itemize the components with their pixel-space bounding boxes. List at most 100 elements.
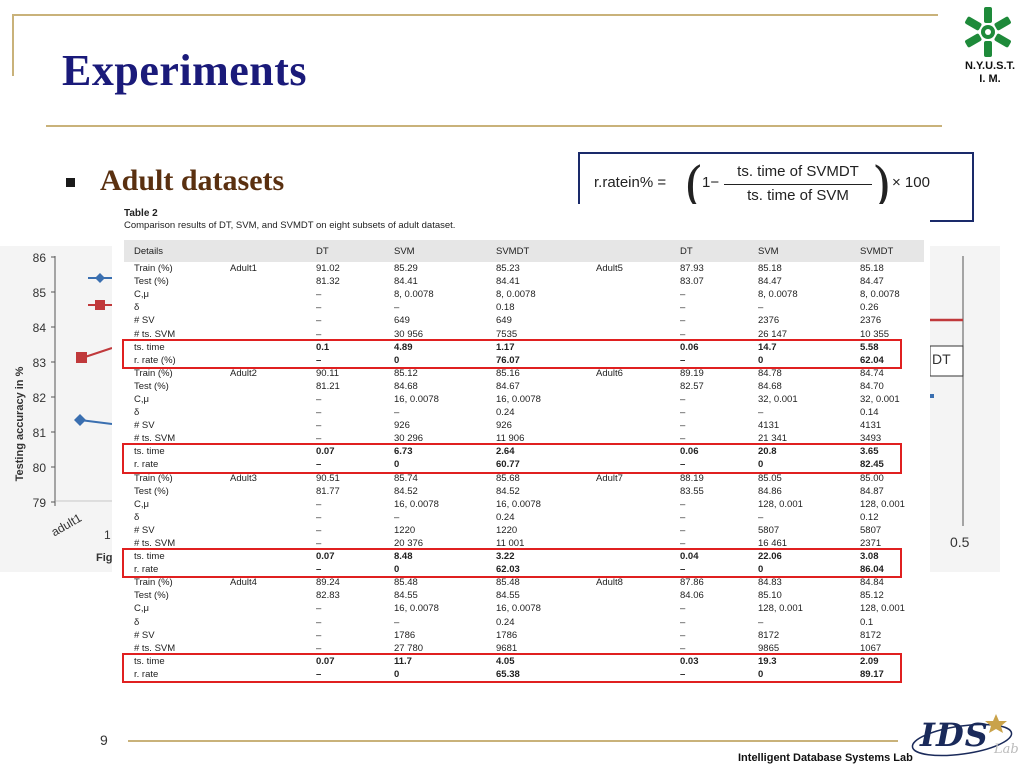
table-cell — [586, 406, 670, 419]
table-cell — [220, 524, 306, 537]
table-cell: 5807 — [758, 524, 780, 536]
table-row: r. rate – 0 65.38 – 0 89.17 — [124, 668, 924, 681]
table-cell — [220, 511, 306, 524]
table-row: Test (%) 82.83 84.55 84.55 84.06 85.10 85.12 — [124, 589, 924, 602]
formula-one: 1− — [702, 174, 720, 191]
slide-title: Experiments — [62, 46, 308, 95]
table-cell: 85.23 — [496, 263, 520, 275]
table-row: C,μ – 16, 0.0078 16, 0.0078 – 128, 0.001 128, … — [124, 602, 924, 615]
table-cell: 76.07 — [496, 354, 520, 366]
table-cell: 84.55 — [394, 590, 418, 602]
table-cell — [220, 301, 306, 314]
table-cell: 82.57 — [680, 380, 704, 392]
table-cell: 6.73 — [394, 446, 413, 458]
footer-rule — [128, 740, 898, 742]
table-cell — [220, 616, 306, 629]
table-cell: Adult6 — [596, 367, 623, 379]
table-row: C,μ – 16, 0.0078 16, 0.0078 – 128, 0.001 128, … — [124, 498, 924, 511]
table-cell: 85.00 — [860, 472, 884, 484]
table-cell: 128, 0.001 — [860, 603, 905, 615]
table-cell: – — [680, 524, 686, 536]
table-cell: 85.29 — [394, 263, 418, 275]
table-cell: δ — [134, 511, 140, 523]
table-cell: Adult5 — [596, 263, 623, 275]
table-cell: – — [680, 538, 686, 550]
table-cell: 8, 0.0078 — [394, 289, 434, 301]
table-cell: 85.12 — [860, 590, 884, 602]
table-cell: 11 001 — [496, 538, 525, 550]
table-header-cell: DT — [670, 240, 748, 262]
table-cell: 0.1 — [316, 341, 330, 353]
table-cell — [586, 301, 670, 314]
table-cell: 11 906 — [496, 433, 525, 445]
table-cell — [220, 275, 306, 288]
table-cell: 8.48 — [394, 551, 413, 563]
y-tick-label: 83 — [33, 356, 47, 370]
table-cell — [586, 314, 670, 327]
table-header-cell: Details — [124, 240, 220, 262]
formula-denominator: ts. time of SVM — [747, 187, 849, 204]
formula-numerator: ts. time of SVMDT — [737, 163, 859, 180]
table-cell: 1786 — [394, 629, 416, 641]
table-row: # SV – 649 649 – 2376 2376 — [124, 314, 924, 327]
table-cell: 0.12 — [860, 511, 879, 523]
table-cell: 84.55 — [496, 590, 520, 602]
table-cell — [220, 419, 306, 432]
table-cell: 128, 0.001 — [758, 603, 803, 615]
table-cell: – — [316, 302, 322, 314]
table-cell: – — [680, 498, 686, 510]
table-cell: C,μ — [134, 289, 149, 301]
table-cell — [220, 393, 306, 406]
table-cell: – — [316, 420, 322, 432]
table-cell: 85.48 — [496, 577, 520, 589]
formula-fraction-bar — [724, 184, 872, 185]
table-cell: 16, 0.0078 — [394, 603, 439, 615]
table-cell: 84.87 — [860, 485, 884, 497]
footer-lab-name: Intelligent Database Systems Lab — [738, 752, 913, 764]
table-cell — [586, 419, 670, 432]
table-cell: 85.48 — [394, 577, 418, 589]
table-cell: – — [394, 511, 400, 523]
legend-red-marker — [95, 300, 105, 310]
table-cell: C,μ — [134, 393, 149, 405]
table-cell: – — [680, 420, 686, 432]
table-cell: – — [680, 328, 686, 340]
ids-lab-logo: IDS Lab — [908, 708, 1022, 766]
table-header-cell — [220, 240, 306, 262]
table-cell: – — [680, 289, 686, 301]
table-panel: Table 2 Comparison results of DT, SVM, a… — [112, 204, 930, 708]
table-cell: 0.06 — [680, 341, 699, 353]
table-cell: 84.52 — [496, 485, 520, 497]
table-row: # ts. SVM – 30 296 11 906 – 21 341 3493 — [124, 432, 924, 445]
table-cell: 0 — [758, 354, 764, 366]
table-cell: 16, 0.0078 — [496, 603, 541, 615]
table-cell — [220, 629, 306, 642]
table-row: # SV – 1220 1220 – 5807 5807 — [124, 524, 924, 537]
table-cell: 0 — [758, 459, 764, 471]
table-cell: – — [394, 616, 400, 628]
table-header-cell: SVMDT — [486, 240, 586, 262]
table-cell: # SV — [134, 524, 155, 536]
table-cell: Adult8 — [596, 577, 623, 589]
table-cell: 0 — [394, 564, 400, 576]
table-row: ts. time 0.07 8.48 3.22 0.04 22.06 3.08 — [124, 550, 924, 563]
table-cell: 5.58 — [860, 341, 879, 353]
table-cell — [220, 288, 306, 301]
table-cell: – — [680, 407, 686, 419]
table-cell: – — [316, 498, 322, 510]
table-cell: – — [316, 524, 322, 536]
table-cell: – — [680, 433, 686, 445]
table-cell: – — [316, 668, 322, 680]
table-cell: 8172 — [860, 629, 882, 641]
table-cell: 81.32 — [316, 276, 340, 288]
table-cell: δ — [134, 302, 140, 314]
formula-rhs: × 100 — [892, 174, 930, 191]
table-caption: Comparison results of DT, SVM, and SVMDT… — [124, 220, 456, 231]
table-cell: 30 956 — [394, 328, 424, 340]
table-cell: – — [680, 302, 686, 314]
table-cell: r. rate — [134, 668, 159, 680]
table-cell: – — [316, 433, 322, 445]
table-cell: 11.7 — [394, 655, 412, 667]
formula-open-paren: ( — [684, 156, 704, 214]
table-cell: 0 — [394, 354, 400, 366]
